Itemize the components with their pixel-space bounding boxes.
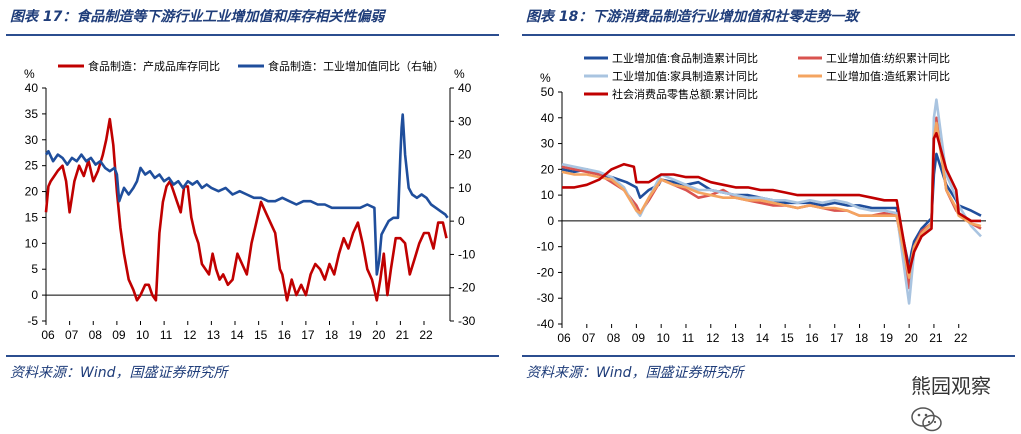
source-divider xyxy=(6,355,499,357)
y-left-tick-label: 15 xyxy=(25,210,39,224)
x-tick-label: 07 xyxy=(65,328,79,342)
x-tick-label: 10 xyxy=(657,331,671,345)
y-right-tick-label: -20 xyxy=(458,281,476,295)
y-left-tick-label: 40 xyxy=(25,81,39,95)
legend-label: 工业增加值:食品制造累计同比 xyxy=(612,51,758,65)
x-tick-label: 11 xyxy=(160,328,173,342)
x-tick-label: 13 xyxy=(731,331,745,345)
figure-17-chart: -5 0 5 10 15 20 25 30 35 40 -30 -20 -10 0 10 20 30 40 06 07… xyxy=(24,59,476,342)
x-tick-label: 12 xyxy=(183,328,197,342)
y-left-tick-label: 30 xyxy=(25,133,39,147)
x-tick-label: 17 xyxy=(830,331,844,345)
x-tick-label: 21 xyxy=(396,328,410,342)
y-right-tick-label: -10 xyxy=(458,247,476,261)
watermark-text: 熊园观察 xyxy=(911,374,991,398)
y-left-tick-label: 30 xyxy=(541,137,555,151)
y-right-tick-label: 0 xyxy=(458,214,465,228)
x-tick-label: 08 xyxy=(607,331,621,345)
x-tick-label: 20 xyxy=(904,331,918,345)
legend-label: 食品制造：工业增加值同比（右轴） xyxy=(268,59,444,73)
title-divider xyxy=(6,34,499,36)
x-tick-label: 09 xyxy=(632,331,646,345)
y-left-unit: % xyxy=(24,67,35,81)
x-tick-label: 19 xyxy=(880,331,894,345)
x-tick-label: 13 xyxy=(207,328,221,342)
x-tick-label: 11 xyxy=(682,331,695,345)
source-divider xyxy=(522,355,1015,357)
y-left-tick-label: 10 xyxy=(25,236,39,250)
y-left-tick-label: 0 xyxy=(31,288,38,302)
x-tick-label: 09 xyxy=(112,328,126,342)
x-tick-label: 17 xyxy=(301,328,315,342)
series-line-0 xyxy=(44,117,448,302)
x-tick-label: 08 xyxy=(89,328,103,342)
y-left-tick-label: 50 xyxy=(541,85,555,99)
right-figure-panel: 图表 18：下游消费品制造行业增加值和社零走势一致 -40 -30 -20 -10 0 1… xyxy=(516,0,1021,412)
figure-17-source: 资料来源：Wind，国盛证券研究所 xyxy=(10,365,228,381)
x-tick-label: 14 xyxy=(230,328,244,342)
x-tick-label: 18 xyxy=(325,328,339,342)
legend-label: 工业增加值:造纸累计同比 xyxy=(826,69,950,83)
x-tick-label: 22 xyxy=(419,328,433,342)
y-left-tick-label: 0 xyxy=(547,214,554,228)
wechat-icon xyxy=(911,407,942,432)
y-left-tick-label: 40 xyxy=(541,111,555,125)
legend-label: 食品制造：产成品库存同比 xyxy=(88,59,220,73)
x-tick-label: 19 xyxy=(348,328,362,342)
y-left-tick-label: -10 xyxy=(537,240,555,254)
title-divider xyxy=(522,34,1015,36)
x-tick-label: 20 xyxy=(372,328,386,342)
y-right-tick-label: 20 xyxy=(458,148,472,162)
x-tick-label: 16 xyxy=(805,331,819,345)
x-tick-label: 15 xyxy=(780,331,794,345)
legend-label: 工业增加值:家具制造累计同比 xyxy=(612,69,758,83)
x-tick-label: 15 xyxy=(254,328,268,342)
left-figure-panel: 图表 17：食品制造等下游行业工业增加值和库存相关性偏弱 -5 0 5 10 15 20 2… xyxy=(0,0,505,412)
x-tick-label: 06 xyxy=(557,331,571,345)
x-tick-label: 07 xyxy=(582,331,596,345)
y-left-tick-label: 35 xyxy=(25,107,39,121)
series-line-4 xyxy=(562,131,981,274)
legend-label: 工业增加值:纺织累计同比 xyxy=(826,51,950,65)
y-left-unit: % xyxy=(540,71,551,85)
legend-label: 社会消费品零售总额:累计同比 xyxy=(612,87,758,101)
y-left-tick-label: 25 xyxy=(25,159,39,173)
y-left-tick-label: -30 xyxy=(537,291,555,305)
y-right-tick-label: 10 xyxy=(458,181,472,195)
y-right-tick-label: -30 xyxy=(458,314,476,328)
x-tick-label: 16 xyxy=(278,328,292,342)
figure-18-source: 资料来源：Wind，国盛证券研究所 xyxy=(526,365,744,381)
series-line-0 xyxy=(561,152,982,269)
figure-18-chart: -40 -30 -20 -10 0 10 20 30 40 50 06 07 08 09 10 11 12 13 1… xyxy=(537,51,986,345)
x-tick-label: 06 xyxy=(41,328,55,342)
x-tick-label: 14 xyxy=(756,331,770,345)
watermark: 熊园观察 xyxy=(911,370,991,432)
y-left-tick-label: -20 xyxy=(537,265,555,279)
figure-18-title: 图表 18：下游消费品制造行业增加值和社零走势一致 xyxy=(526,9,859,25)
x-tick-label: 12 xyxy=(706,331,720,345)
y-left-tick-label: -5 xyxy=(27,314,38,328)
x-tick-label: 21 xyxy=(929,331,943,345)
figure-17-title: 图表 17：食品制造等下游行业工业增加值和库存相关性偏弱 xyxy=(10,9,385,25)
y-right-tick-label: 40 xyxy=(458,81,472,95)
y-left-tick-label: -40 xyxy=(537,317,555,331)
x-tick-label: 22 xyxy=(954,331,968,345)
y-right-tick-label: 30 xyxy=(458,114,472,128)
y-left-tick-label: 20 xyxy=(25,185,39,199)
series-line-1 xyxy=(44,113,449,276)
y-left-tick-label: 10 xyxy=(541,188,555,202)
y-right-unit: % xyxy=(454,67,465,81)
x-tick-label: 10 xyxy=(136,328,150,342)
y-left-tick-label: 20 xyxy=(541,162,555,176)
y-left-tick-label: 5 xyxy=(31,262,38,276)
x-tick-label: 18 xyxy=(855,331,869,345)
